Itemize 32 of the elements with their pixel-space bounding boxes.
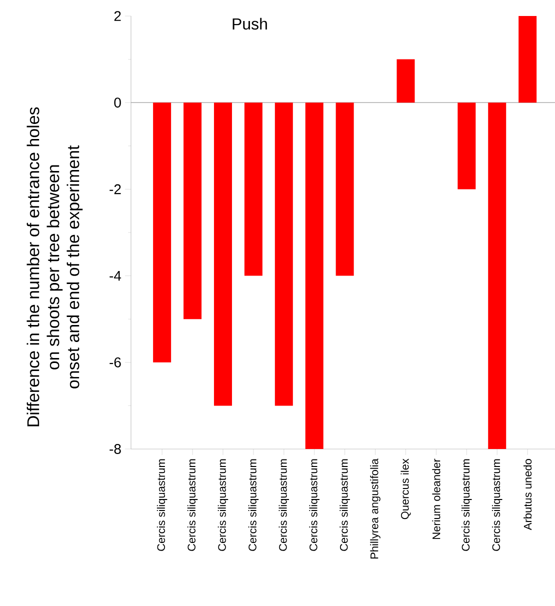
x-tick-label: Cercis siliquastrum — [492, 459, 502, 551]
bar — [214, 102, 232, 406]
bar — [458, 102, 476, 190]
x-tick-label: Cercis siliquastrum — [218, 459, 228, 551]
x-tick-label: Cercis siliquastrum — [309, 459, 320, 551]
bar — [488, 102, 506, 449]
x-tick-label: Phillyrea angustifolia — [370, 458, 380, 559]
x-tick-label: Cercis siliquastrum — [278, 459, 290, 551]
bar — [518, 16, 537, 103]
bar — [336, 102, 354, 276]
chart-title: Push — [232, 18, 267, 30]
x-tick-label: Quercus ilex — [400, 458, 411, 520]
bar — [153, 102, 172, 362]
x-tick-label: Cercis siliquastrum — [462, 459, 472, 551]
x-tick-label: Cercis siliquastrum — [340, 459, 350, 551]
bar — [305, 102, 324, 449]
bar — [274, 102, 293, 406]
y-tick-label: -8 — [110, 444, 121, 454]
x-tick-label: Cercis siliquastrum — [187, 459, 198, 551]
y-tick-label: 2 — [114, 11, 121, 21]
y-axis-title: Difference in the number of entrance holes on shoots per tree between onset and end of the experiment — [26, 107, 83, 426]
y-tick-label: 0 — [114, 98, 121, 108]
x-tick-label: Cercis siliquastrum — [248, 459, 259, 551]
y-tick-label: -2 — [110, 184, 121, 194]
bar — [184, 102, 202, 320]
x-tick-label: Cercis siliquastrum — [156, 459, 168, 551]
bar — [244, 102, 262, 276]
x-tick-label: Nerium oleander — [432, 458, 440, 539]
y-tick-label: -4 — [110, 270, 122, 281]
y-tick-label: -6 — [110, 357, 121, 368]
x-tick-label: Arbutus unedo — [524, 459, 532, 530]
bar — [396, 59, 415, 103]
